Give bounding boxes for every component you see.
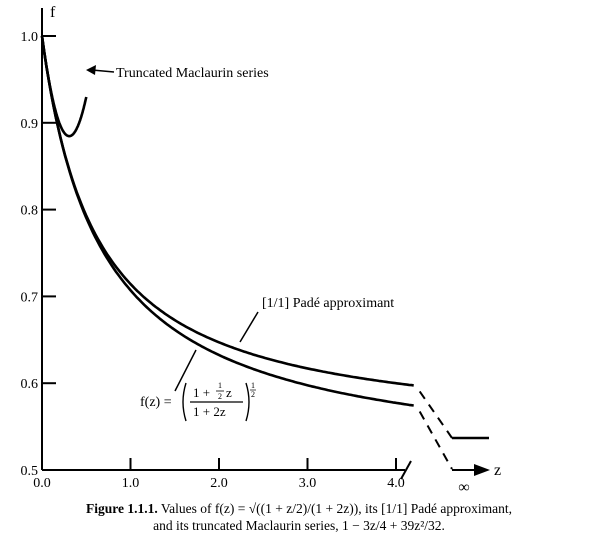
y-tick-label: 1.0 [21, 30, 39, 45]
y-tick-label: 0.8 [21, 204, 39, 219]
formula-numerator-a: 1 + [193, 385, 210, 400]
caption-line1: Values of f(z) = √((1 + z/2)/(1 + 2z)), … [160, 501, 513, 516]
exact-dashed-connector [418, 411, 453, 470]
y-axis-label: f [50, 4, 56, 21]
x-tick-label: 3.0 [299, 476, 317, 491]
y-tick-label: 0.7 [21, 290, 39, 305]
formula-frac-den: 2 [218, 392, 222, 401]
y-tick-label: 0.6 [21, 377, 39, 392]
formula-exponent-den: 2 [251, 390, 255, 399]
pade-curve [40, 35, 414, 387]
exact-curve [40, 35, 414, 407]
x-axis-break-mark [400, 460, 412, 480]
x-axis-label: z [494, 462, 501, 479]
caption-line2: and its truncated Maclaurin series, 1 − … [153, 518, 445, 533]
y-tick-label: 0.9 [21, 117, 39, 132]
exact-label: f(z) = [140, 395, 172, 410]
x-tick-label: 2.0 [210, 476, 228, 491]
labels-group: Truncated Maclaurin series [1/1] Padé app… [86, 65, 394, 422]
x-tick-label: 0.0 [33, 476, 51, 491]
maclaurin-leader-arrow [86, 65, 96, 75]
figure-caption: Figure 1.1.1. Values of f(z) = √((1 + z/… [0, 500, 598, 534]
chart: fz 0.50.60.70.80.91.00.0 1.0 2.0 3.0 4.0 ∞ Tr… [21, 4, 502, 496]
formula-frac-num: 1 [218, 381, 222, 390]
ticks: 0.5 0.6 0.7 0.8 0.9 1.0 0.0 1.0 2.0 3.0 4.0 ∞ [21, 30, 470, 496]
pade-label: [1/1] Padé approximant [262, 296, 394, 311]
x-axis-arrowhead [474, 464, 490, 476]
caption-lead: Figure 1.1.1. [85, 501, 158, 516]
maclaurin-leader [91, 69, 115, 73]
exact-leader [174, 349, 197, 392]
x-tick-label: 4.0 [387, 476, 405, 491]
infinity-tick-label: ∞ [458, 479, 469, 496]
series-group [40, 35, 489, 470]
axes: fz [41, 4, 501, 480]
y-tick-label: 0.5 [21, 464, 39, 479]
formula-numerator-b: z [226, 385, 232, 400]
formula-exponent-num: 1 [251, 381, 255, 390]
pade-leader [239, 311, 259, 343]
pade-dashed-connector [418, 390, 453, 439]
formula-right-paren [245, 382, 250, 422]
maclaurin-label: Truncated Maclaurin series [116, 66, 269, 81]
x-tick-label: 1.0 [122, 476, 140, 491]
formula-denominator: 1 + 2z [193, 404, 226, 419]
formula-left-paren [182, 382, 187, 422]
